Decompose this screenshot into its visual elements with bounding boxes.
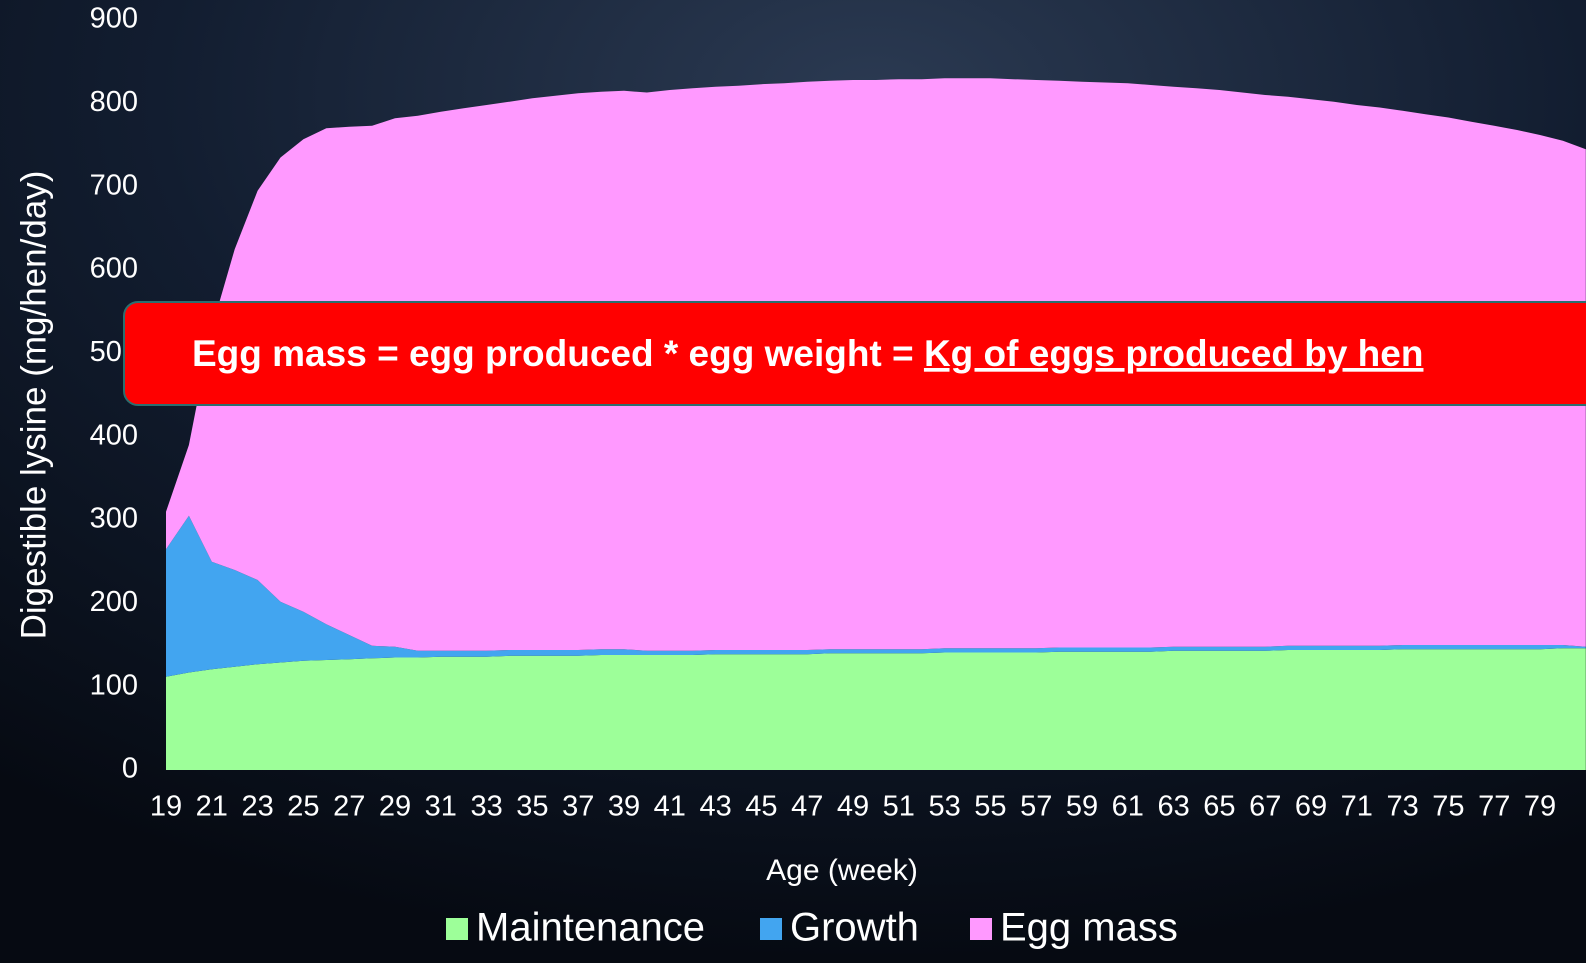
x-tick-label: 39 xyxy=(608,791,640,823)
legend: Maintenance Growth Egg mass xyxy=(446,906,1178,950)
x-tick-label: 31 xyxy=(425,791,457,823)
y-tick-label: 300 xyxy=(90,503,138,535)
x-tick-label: 55 xyxy=(974,791,1006,823)
x-tick-label: 21 xyxy=(196,791,228,823)
legend-item: Egg mass xyxy=(970,906,1178,950)
legend-swatch xyxy=(760,918,782,940)
x-tick-label: 59 xyxy=(1066,791,1098,823)
area xyxy=(166,648,1586,770)
y-tick-label: 800 xyxy=(90,86,138,118)
x-tick-label: 25 xyxy=(287,791,319,823)
x-tick-label: 67 xyxy=(1249,791,1281,823)
annotation-main: Egg mass = egg produced * egg weight = xyxy=(192,333,924,374)
x-tick-label: 33 xyxy=(470,791,502,823)
annotation-box xyxy=(123,301,1586,406)
x-tick-label: 69 xyxy=(1295,791,1327,823)
legend-label: Maintenance xyxy=(476,906,705,950)
x-tick-label: 19 xyxy=(150,791,182,823)
x-tick-label: 27 xyxy=(333,791,365,823)
y-tick-label: 700 xyxy=(90,169,138,201)
x-tick-label: 49 xyxy=(837,791,869,823)
x-tick-label: 77 xyxy=(1478,791,1510,823)
y-tick-label: 0 xyxy=(122,753,138,785)
x-tick-label: 37 xyxy=(562,791,594,823)
x-tick-label: 29 xyxy=(379,791,411,823)
x-tick-label: 23 xyxy=(241,791,273,823)
annotation-text: Egg mass = egg produced * egg weight = K… xyxy=(192,333,1423,374)
y-tick-label: 100 xyxy=(90,669,138,701)
x-tick-label: 47 xyxy=(791,791,823,823)
legend-swatch xyxy=(970,918,992,940)
x-tick-label: 63 xyxy=(1157,791,1189,823)
x-tick-label: 61 xyxy=(1112,791,1144,823)
area xyxy=(166,515,1586,677)
x-tick-label: 45 xyxy=(745,791,777,823)
x-tick-label: 57 xyxy=(1020,791,1052,823)
x-tick-label: 41 xyxy=(654,791,686,823)
y-tick-label: 200 xyxy=(90,586,138,618)
legend-label: Egg mass xyxy=(1000,906,1178,950)
x-tick-label: 73 xyxy=(1386,791,1418,823)
x-tick-label: 43 xyxy=(699,791,731,823)
annotation-emphasis: Kg of eggs produced by hen xyxy=(924,333,1424,374)
x-tick-label: 71 xyxy=(1341,791,1373,823)
y-tick-label: 400 xyxy=(90,419,138,451)
legend-swatch xyxy=(446,918,468,940)
x-tick-label: 79 xyxy=(1524,791,1556,823)
x-tick-label: 35 xyxy=(516,791,548,823)
legend-item: Maintenance xyxy=(446,906,705,950)
legend-label: Growth xyxy=(790,906,919,950)
x-tick-label: 51 xyxy=(883,791,915,823)
y-tick-label: 600 xyxy=(90,253,138,285)
x-tick-label: 53 xyxy=(928,791,960,823)
x-tick-label: 65 xyxy=(1203,791,1235,823)
y-tick-label: 900 xyxy=(90,3,138,35)
y-axis-title: Digestible lysine (mg/hen/day) xyxy=(14,171,53,640)
x-axis-title: Age (week) xyxy=(766,854,918,887)
x-tick-label: 75 xyxy=(1432,791,1464,823)
annotation: Egg mass = egg produced * egg weight = K… xyxy=(123,301,1586,406)
legend-item: Growth xyxy=(760,906,919,950)
